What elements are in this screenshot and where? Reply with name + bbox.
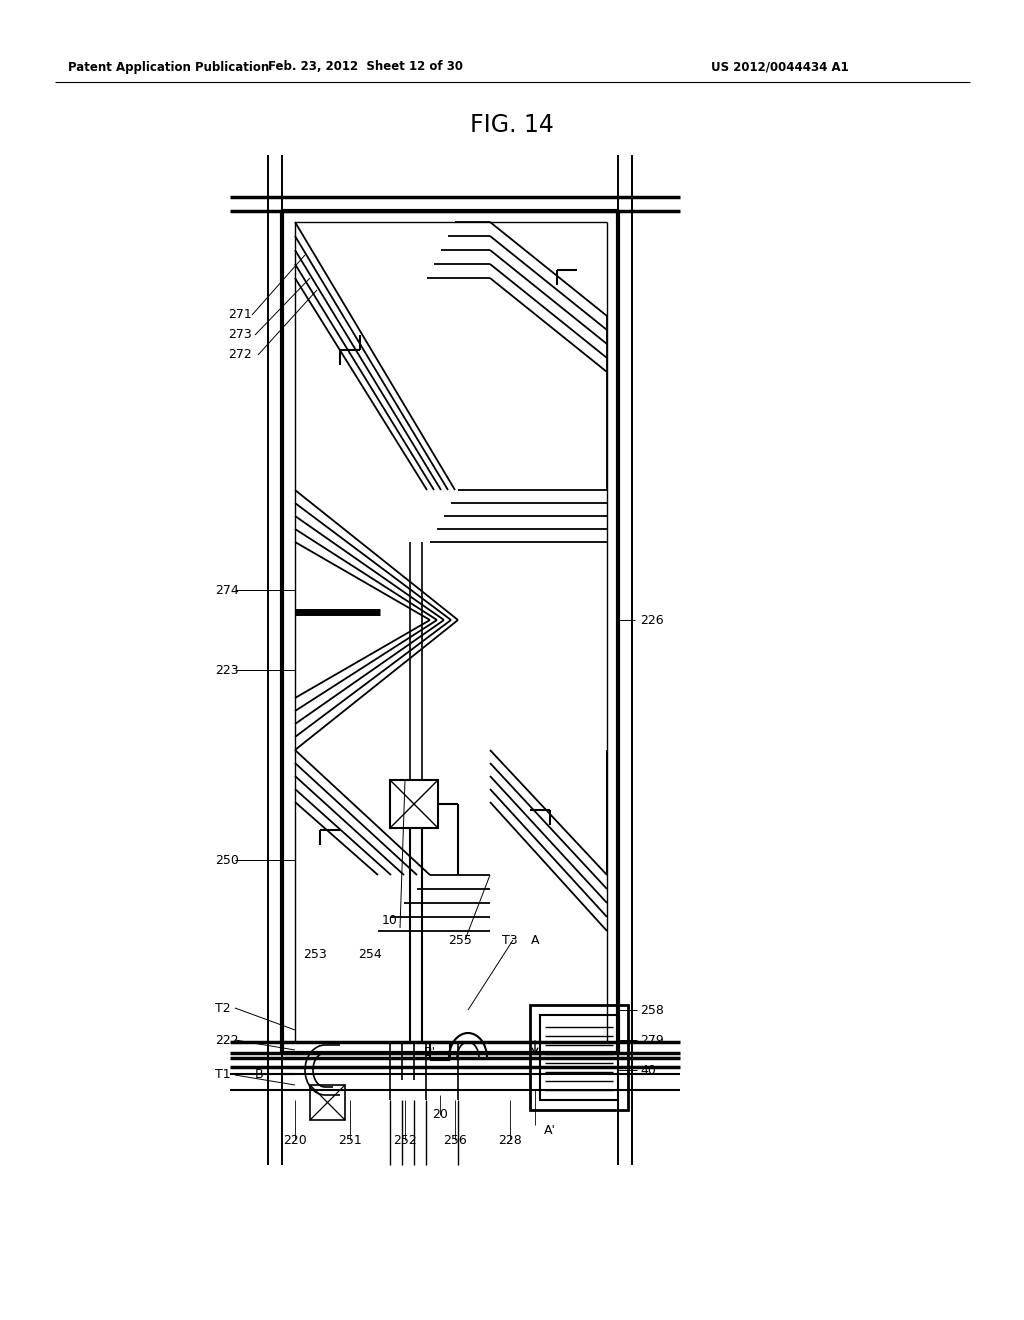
Text: T3: T3 [502, 933, 518, 946]
Text: 279: 279 [640, 1034, 664, 1047]
Text: 251: 251 [338, 1134, 361, 1147]
Text: 273: 273 [228, 329, 252, 342]
Text: 272: 272 [228, 348, 252, 362]
Text: Patent Application Publication: Patent Application Publication [68, 61, 269, 74]
Text: T2: T2 [215, 1002, 230, 1015]
Text: 252: 252 [393, 1134, 417, 1147]
Text: 274: 274 [215, 583, 239, 597]
Text: A': A' [544, 1123, 556, 1137]
Text: 40: 40 [640, 1064, 656, 1077]
Text: 258: 258 [640, 1003, 664, 1016]
Bar [310, 1085, 345, 1119]
Text: 255: 255 [449, 933, 472, 946]
Text: 223: 223 [215, 664, 239, 676]
Text: 220: 220 [283, 1134, 307, 1147]
Bar [530, 1005, 628, 1110]
Text: 250: 250 [215, 854, 239, 866]
Text: A: A [530, 933, 540, 946]
Bar [540, 1015, 618, 1100]
Bar [390, 780, 438, 828]
Text: Feb. 23, 2012  Sheet 12 of 30: Feb. 23, 2012 Sheet 12 of 30 [267, 61, 463, 74]
Text: 271: 271 [228, 309, 252, 322]
Text: 254: 254 [358, 949, 382, 961]
Text: 253: 253 [303, 949, 327, 961]
Text: FIG. 14: FIG. 14 [470, 114, 554, 137]
Text: B': B' [424, 1045, 436, 1059]
Text: US 2012/0044434 A1: US 2012/0044434 A1 [711, 61, 849, 74]
Text: 222: 222 [215, 1034, 239, 1047]
Text: 256: 256 [443, 1134, 467, 1147]
Text: B: B [255, 1068, 263, 1081]
Text: 226: 226 [640, 614, 664, 627]
Text: T1: T1 [215, 1068, 230, 1081]
Text: 228: 228 [498, 1134, 522, 1147]
Text: 10: 10 [382, 913, 398, 927]
Text: 20: 20 [432, 1109, 447, 1122]
